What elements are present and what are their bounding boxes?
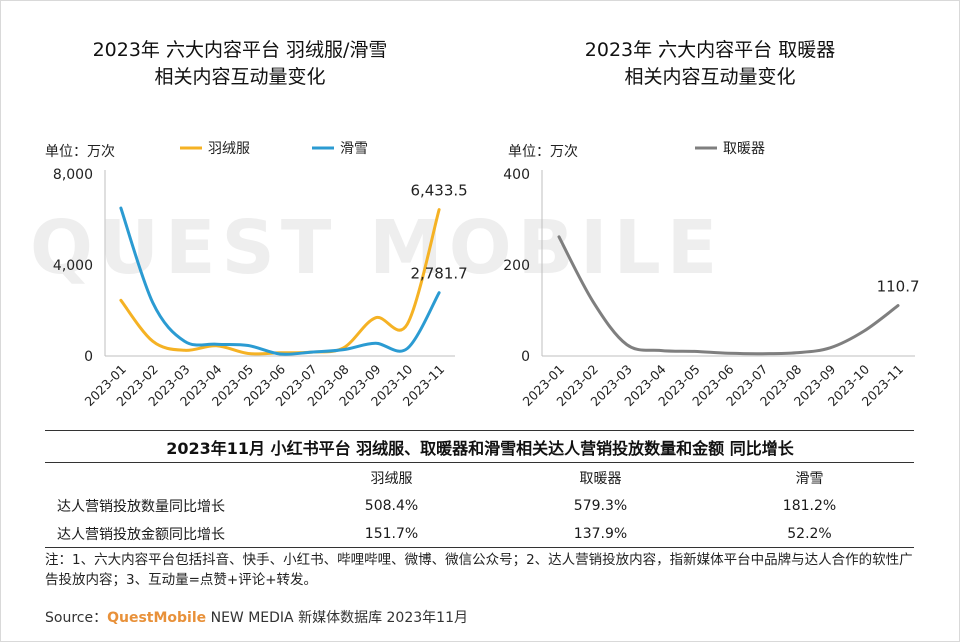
table-header-cell <box>45 464 287 492</box>
table-cell: 181.2% <box>782 498 837 514</box>
data-label: 6,433.5 <box>410 182 467 200</box>
table-row: 达人营销投放数量同比增长 508.4% 579.3% 181.2% <box>45 492 914 520</box>
unit-label: 单位：万次 <box>45 144 115 160</box>
watermark: QUEST MOBILE <box>30 205 724 291</box>
chart-title-right-line-2: 相关内容互动量变化 <box>624 66 796 88</box>
chart-title-right: 2023年 六大内容平台 取暖器 相关内容互动量变化 <box>510 37 910 91</box>
line-chart-right: 单位：万次 取暖器40020002023-012023-022023-032023… <box>503 141 920 409</box>
legend-label: 取暖器 <box>723 141 765 157</box>
y-tick-label: 0 <box>521 349 530 365</box>
table-cell: 579.3% <box>573 498 628 514</box>
row-label: 达人营销投放金额同比增长 <box>57 527 225 543</box>
chart-title-left-line-2: 相关内容互动量变化 <box>154 66 326 88</box>
line-chart-left: 单位：万次 羽绒服 滑雪8,0004,00002023-012023-022023-… <box>45 140 468 409</box>
chart-title-right-line-1: 2023年 六大内容平台 取暖器 <box>584 39 836 61</box>
table-row: 达人营销投放金额同比增长 151.7% 137.9% 52.2% <box>45 520 914 548</box>
source-line: Source：QuestMobile NEW MEDIA 新媒体数据库 2023… <box>45 607 468 627</box>
y-tick-label: 400 <box>503 167 530 183</box>
y-tick-label: 200 <box>503 258 530 274</box>
series-line-取暖器 <box>557 235 900 356</box>
legend-label: 羽绒服 <box>208 141 250 157</box>
table-top-rule <box>45 430 914 431</box>
y-tick-label: 8,000 <box>53 167 93 183</box>
y-tick-label: 4,000 <box>53 258 93 274</box>
series-line-滑雪 <box>119 206 441 356</box>
source-suffix: NEW MEDIA 新媒体数据库 2023年11月 <box>206 610 468 626</box>
table-cell: 508.4% <box>364 498 419 514</box>
row-label: 达人营销投放数量同比增长 <box>57 499 225 515</box>
source-prefix: Source： <box>45 610 108 626</box>
data-label: 2,781.7 <box>410 265 467 283</box>
source-brand: QuestMobile <box>107 610 207 626</box>
table-cell: 52.2% <box>787 526 832 542</box>
y-tick-label: 0 <box>84 349 93 365</box>
chart-title-left-line-1: 2023年 六大内容平台 羽绒服/滑雪 <box>92 39 388 61</box>
unit-label: 单位：万次 <box>508 144 578 160</box>
table-cell: 137.9% <box>573 526 628 542</box>
table-bottom-rule <box>45 547 914 548</box>
data-label: 110.7 <box>877 278 920 296</box>
chart-title-left: 2023年 六大内容平台 羽绒服/滑雪 相关内容互动量变化 <box>40 37 440 91</box>
table-title: 2023年11月 小红书平台 羽绒服、取暖器和滑雪相关达人营销投放数量和金额 同… <box>166 439 794 458</box>
table-header-cell: 羽绒服 <box>370 471 413 487</box>
table-header-cell: 滑雪 <box>795 471 824 487</box>
series-line-羽绒服 <box>119 208 441 356</box>
table-header-cell: 取暖器 <box>579 471 622 487</box>
table-header-row: 羽绒服 取暖器 滑雪 <box>45 464 914 492</box>
legend-label: 滑雪 <box>340 140 368 157</box>
footnote: 注：1、六大内容平台包括抖音、快手、小红书、哔哩哔哩、微博、微信公众号；2、达人… <box>45 552 913 588</box>
growth-table: 羽绒服 取暖器 滑雪 达人营销投放数量同比增长 508.4% 579.3% 18… <box>45 464 914 548</box>
table-cell: 151.7% <box>364 526 419 542</box>
table-header-rule <box>45 462 914 463</box>
